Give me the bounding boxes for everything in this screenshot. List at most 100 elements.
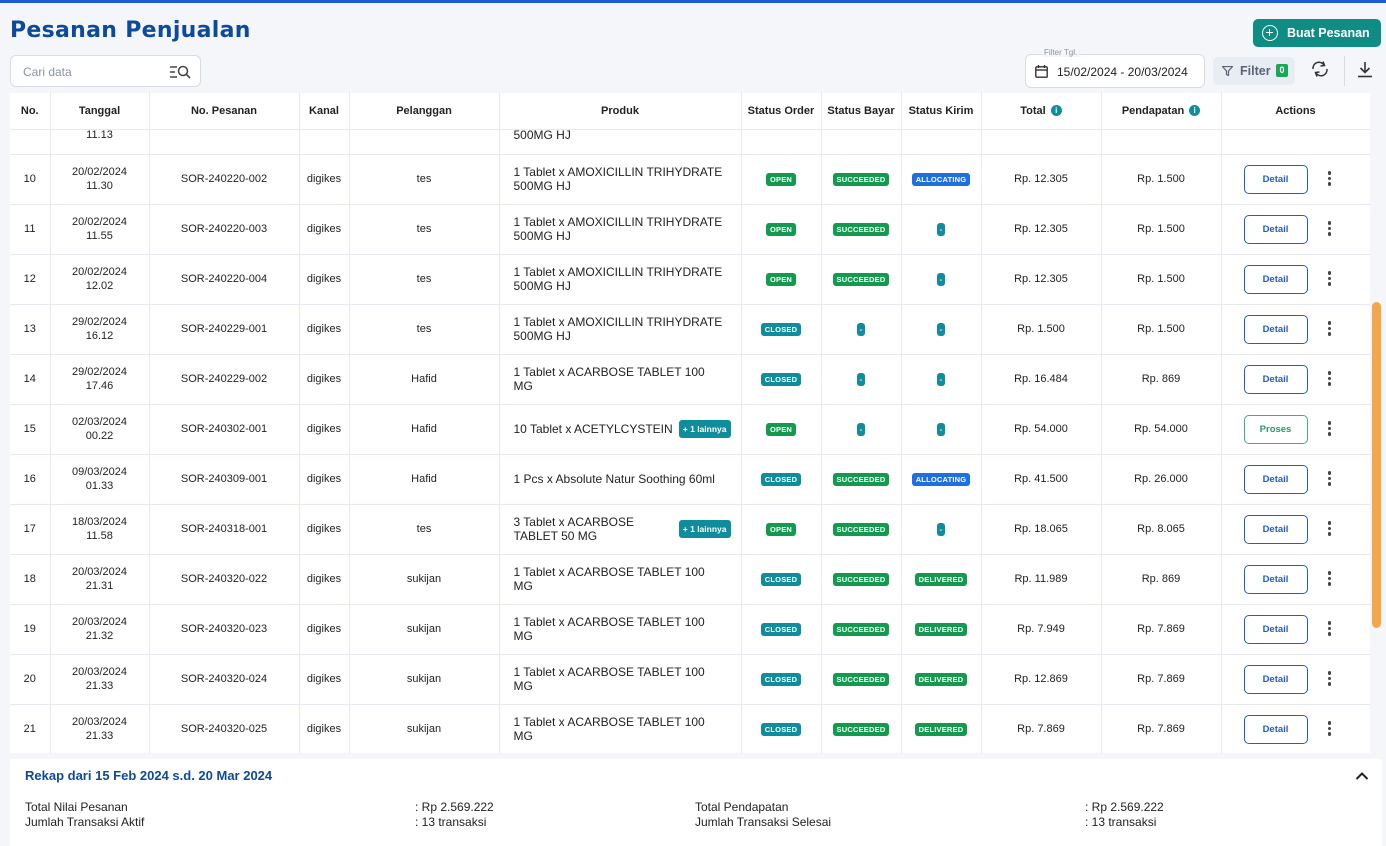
status-bayar-badge: SUCCEEDED	[832, 222, 890, 236]
search-input[interactable]: Cari data	[10, 55, 201, 87]
kebab-menu-icon[interactable]	[1327, 369, 1332, 388]
col-kanal[interactable]: Kanal	[299, 93, 350, 130]
filter-button[interactable]: Filter 0	[1213, 57, 1295, 85]
kebab-menu-icon[interactable]	[1327, 169, 1332, 188]
product-name: 1 Tablet x ACARBOSE TABLET 100 MG	[513, 615, 705, 643]
cell-pendapatan: Rp. 1.500	[1101, 204, 1222, 255]
search-filter-icon[interactable]	[169, 64, 191, 80]
kebab-menu-icon[interactable]	[1327, 519, 1332, 538]
cell-date-day: 20/03/2024	[71, 616, 128, 628]
col-tanggal[interactable]: Tanggal	[50, 93, 150, 130]
table-row[interactable]: 17 18/03/2024 11.58 SOR-240318-001 digikes te…	[10, 504, 1370, 555]
kebab-menu-icon[interactable]	[1327, 569, 1332, 588]
table-row[interactable]: 15 02/03/2024 00.22 SOR-240302-001 digikes Ha…	[10, 404, 1370, 455]
col-status-bayar[interactable]: Status Bayar	[821, 93, 902, 130]
download-icon[interactable]	[1357, 61, 1373, 78]
cell-status-bayar: SUCCEEDED	[821, 454, 902, 505]
cell-no: 10	[10, 154, 51, 205]
col-pelanggan[interactable]: Pelanggan	[349, 93, 500, 130]
cell-actions: Detail	[1221, 154, 1370, 205]
table-row[interactable]: 20 20/03/2024 21.33 SOR-240320-024 digikes su…	[10, 654, 1370, 705]
detail-button[interactable]: Detail	[1243, 664, 1308, 694]
col-total[interactable]: Total i	[981, 93, 1102, 130]
table-row[interactable]: 19 20/03/2024 21.32 SOR-240320-023 digikes su…	[10, 604, 1370, 655]
cell-total: Rp. 16.484	[981, 354, 1102, 405]
kebab-menu-icon[interactable]	[1327, 619, 1332, 638]
kebab-menu-icon[interactable]	[1327, 319, 1332, 338]
reset-icon[interactable]	[1310, 60, 1330, 78]
cell-no: 20	[10, 654, 51, 705]
cell-status-order: CLOSED	[741, 604, 822, 655]
cell-status-kirim: -	[901, 354, 982, 405]
cell-product: 1 Tablet x ACARBOSE TABLET 100 MG	[499, 604, 742, 655]
more-products-badge[interactable]: + 1 lainnya	[678, 520, 731, 538]
cell-total: Rp. 18.065	[981, 504, 1102, 555]
total-nilai-value: : Rp 2.569.222	[415, 800, 494, 814]
cell-status-kirim: ALLOCATING	[901, 454, 982, 505]
table-row[interactable]: 13 29/02/2024 16.12 SOR-240229-001 digikes te…	[10, 304, 1370, 355]
detail-button[interactable]: Detail	[1243, 364, 1308, 394]
info-icon[interactable]: i	[1050, 105, 1062, 117]
status-order-badge: CLOSED	[760, 622, 802, 636]
cell-pendapatan: Rp. 869	[1101, 354, 1222, 405]
chevron-up-icon[interactable]	[1355, 771, 1369, 781]
detail-button[interactable]: Detail	[1243, 264, 1308, 294]
col-pendapatan[interactable]: Pendapatan i	[1101, 93, 1222, 130]
more-products-badge[interactable]: + 1 lainnya	[678, 420, 731, 438]
detail-button[interactable]: Detail	[1243, 614, 1308, 644]
cell-actions: Detail	[1221, 254, 1370, 305]
cell-status-order: CLOSED	[741, 704, 822, 753]
table-row[interactable]: 18 20/03/2024 21.31 SOR-240320-022 digikes su…	[10, 554, 1370, 605]
col-no-pesanan[interactable]: No. Pesanan	[149, 93, 300, 130]
kebab-menu-icon[interactable]	[1327, 419, 1332, 438]
table-row[interactable]: 11 20/02/2024 11.55 SOR-240220-003 digikes te…	[10, 204, 1370, 255]
status-kirim-badge: DELIVERED	[914, 722, 968, 736]
detail-button[interactable]: Detail	[1243, 214, 1308, 244]
table-row[interactable]: 12 20/02/2024 12.02 SOR-240220-004 digikes te…	[10, 254, 1370, 305]
cell-date-day: 20/03/2024	[71, 566, 128, 578]
status-bayar-badge: SUCCEEDED	[832, 172, 890, 186]
cell-customer: Hafid	[349, 454, 500, 505]
cell-actions: Detail	[1221, 454, 1370, 505]
vertical-scrollbar[interactable]	[1372, 302, 1381, 628]
col-status-order[interactable]: Status Order	[741, 93, 822, 130]
cell-status-bayar: SUCCEEDED	[821, 654, 902, 705]
info-icon[interactable]: i	[1189, 105, 1201, 117]
cell-status-kirim: -	[901, 404, 982, 455]
table-row[interactable]: 16 09/03/2024 01.33 SOR-240309-001 digikes Ha…	[10, 454, 1370, 505]
create-order-button[interactable]: Buat Pesanan	[1253, 19, 1381, 47]
kebab-menu-icon[interactable]	[1327, 269, 1332, 288]
kebab-menu-icon[interactable]	[1327, 219, 1332, 238]
col-status-kirim[interactable]: Status Kirim	[901, 93, 982, 130]
cell-date: 09/03/2024 01.33	[50, 454, 150, 505]
detail-button[interactable]: Detail	[1243, 164, 1308, 194]
cell-actions: Detail	[1221, 604, 1370, 655]
status-kirim-badge: DELIVERED	[914, 572, 968, 586]
cell-pendapatan: Rp. 7.869	[1101, 704, 1222, 753]
table-row[interactable]: 10 20/02/2024 11.30 SOR-240220-002 digikes te…	[10, 154, 1370, 205]
detail-button[interactable]: Detail	[1243, 714, 1308, 744]
detail-button[interactable]: Detail	[1243, 514, 1308, 544]
table-row[interactable]: 21 20/03/2024 21.33 SOR-240320-025 digikes su…	[10, 704, 1370, 753]
process-button[interactable]: Proses	[1243, 414, 1308, 444]
detail-button[interactable]: Detail	[1243, 464, 1308, 494]
kebab-menu-icon[interactable]	[1327, 669, 1332, 688]
plus-circle-icon	[1262, 25, 1278, 41]
kebab-menu-icon[interactable]	[1327, 469, 1332, 488]
kebab-menu-icon[interactable]	[1327, 719, 1332, 738]
cell-status-bayar: SUCCEEDED	[821, 604, 902, 655]
col-no[interactable]: No.	[10, 93, 51, 130]
status-bayar-badge: SUCCEEDED	[832, 472, 890, 486]
cell-date-day: 02/03/2024	[71, 416, 128, 428]
cell-order-no: SOR-240302-001	[149, 404, 300, 455]
cell-status-kirim: -	[901, 204, 982, 255]
cell-no: 16	[10, 454, 51, 505]
detail-button[interactable]: Detail	[1243, 314, 1308, 344]
cell-actions: Detail	[1221, 704, 1370, 753]
col-produk[interactable]: Produk	[499, 93, 742, 130]
table-row[interactable]: 14 29/02/2024 17.46 SOR-240229-002 digikes Ha…	[10, 354, 1370, 405]
cell-customer: sukijan	[349, 554, 500, 605]
detail-button[interactable]: Detail	[1243, 564, 1308, 594]
cell-date-day: 29/02/2024	[71, 316, 128, 328]
date-range-picker[interactable]: 15/02/2024 - 20/03/2024	[1025, 54, 1205, 88]
